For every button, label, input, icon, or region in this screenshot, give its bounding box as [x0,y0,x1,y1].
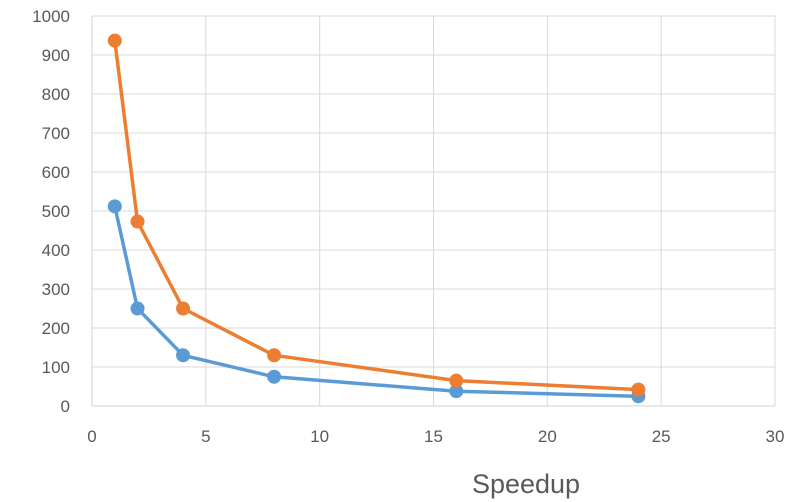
series-1-point-3 [176,348,191,363]
y-tick-label-10: 1000 [32,7,70,26]
series-1-point-1 [107,199,122,214]
series-2-point-1 [107,33,122,48]
y-tick-label-0: 0 [61,397,70,416]
y-tick-label-6: 600 [42,163,70,182]
tick-labels: 0 100 200 300 400 500 600 700 800 900 1000 0 5 10 15 20… [32,7,784,446]
y-tick-label-5: 500 [42,202,70,221]
y-tick-label-8: 800 [42,85,70,104]
x-tick-label-2: 10 [310,427,329,446]
series-1-line [113,204,641,399]
x-axis-title: Speedup [472,469,580,499]
data-series [107,33,646,404]
series-1-point-5 [449,384,464,399]
x-tick-label-1: 5 [201,427,210,446]
y-tick-label-1: 100 [42,358,70,377]
series-2-point-4 [267,348,282,363]
series-2-point-2 [130,214,145,229]
gridlines [92,15,776,406]
series-2-point-3 [176,301,191,316]
y-tick-label-9: 900 [42,46,70,65]
y-tick-label-4: 400 [42,241,70,260]
series-1-point-4 [267,369,282,384]
y-tick-label-3: 300 [42,280,70,299]
y-tick-label-7: 700 [42,124,70,143]
series-2-point-5 [449,373,464,388]
x-tick-label-3: 15 [424,427,443,446]
series-1-point-2 [130,301,145,316]
x-tick-label-4: 20 [538,427,557,446]
x-tick-label-0: 0 [87,427,96,446]
axes [91,16,775,407]
series-2-point-6 [631,382,646,397]
y-tick-label-2: 200 [42,319,70,338]
series-2-line [113,38,641,392]
x-tick-label-5: 25 [652,427,671,446]
x-tick-label-6: 30 [766,427,785,446]
